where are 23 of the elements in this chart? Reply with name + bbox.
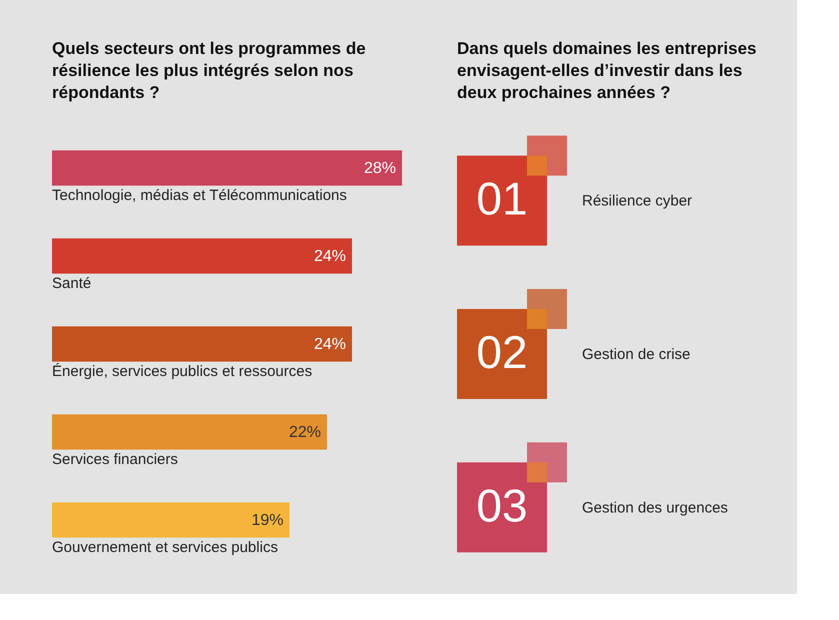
category-label: Gestion des urgences [582,499,728,516]
y-tick-label: Énergie, services publics et ressources [52,362,312,380]
text: 03 [476,479,528,532]
data-label: 19% [251,512,284,529]
y-tick-label: Services financiers [52,451,178,468]
y-tick-label: Technologie, médias et Télécommunications [52,187,347,204]
bar [52,326,352,362]
text: 01 [476,172,528,225]
data-label: 22% [288,424,321,441]
data-label: 28% [364,160,396,177]
bar [52,238,352,274]
bar [52,150,402,186]
category-label: Résilience cyber [582,192,692,210]
bar [52,414,327,450]
data-label: 24% [314,336,346,353]
y-tick-label: Santé [52,275,92,292]
text: Dans quels domaines les entreprises envisagent-elles d’investir dans les deux prochaines années ? [457,39,757,102]
y-tick-label: Gouvernement et services publics [52,539,278,556]
bar [52,502,290,538]
text: 02 [476,326,528,378]
data-label: 24% [314,248,346,265]
chart-title: Quels secteurs ont les programmes de résilience les plus intégrés selon nos répondants ? [52,39,366,102]
category-label: Gestion de crise [582,346,690,363]
